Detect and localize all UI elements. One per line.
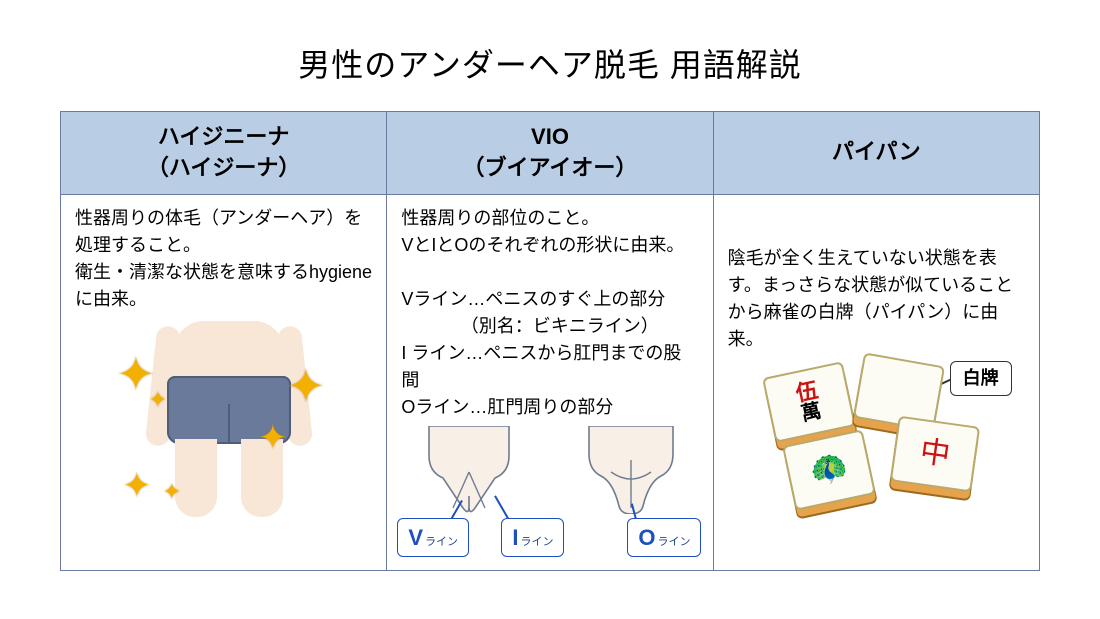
sparkle-icon: ✦ [287,363,326,409]
col-header-vio: VIO （ブイアイオー） [387,112,713,195]
vio-illustration: Vライン Iライン Oライン [401,426,701,556]
callout-label: 白牌 [950,361,1012,396]
vio-label-o: Oライン [627,518,701,557]
vio-desc: 性器周りの部位のこと。VとIとOのそれぞれの形状に由来。Vライン…ペニスのすぐ上… [401,205,698,421]
paipan-desc: 陰毛が全く生えていない状態を表す。まっさらな状態が似ていることから麻雀の白牌（パ… [728,245,1025,353]
cell-hygiene: 性器周りの体毛（アンダーヘア）を処理すること。 衛生・清潔な状態を意味するhyg… [61,194,387,570]
page: 男性のアンダーヘア脱毛 用語解説 ハイジニーナ （ハイジーナ） VIO （ブイア… [0,0,1100,619]
page-title: 男性のアンダーヘア脱毛 用語解説 [60,40,1040,86]
table-header-row: ハイジニーナ （ハイジーナ） VIO （ブイアイオー） パイパン [61,112,1040,195]
sparkle-icon: ✦ [149,389,167,411]
body-front-icon [409,426,529,514]
sparkle-icon: ✦ [163,481,181,503]
vio-label-v: Vライン [397,518,469,557]
header-main: パイパン [832,139,921,164]
header-main: VIO [531,124,569,149]
hygiene-desc: 性器周りの体毛（アンダーヘア）を処理すること。 衛生・清潔な状態を意味するhyg… [75,205,372,313]
col-header-paipan: パイパン [713,112,1039,195]
col-header-hygiene: ハイジニーナ （ハイジーナ） [61,112,387,195]
sparkle-icon: ✦ [123,469,152,503]
header-sub: （ブイアイオー） [393,153,706,184]
mahjong-tile: 伍萬 [762,361,856,443]
torso-leg-left [175,439,217,517]
mahjong-tile: 🦚 [782,429,876,511]
mahjong-illustration: 白牌 伍萬 中 🦚 [728,359,1028,519]
table-body-row: 性器周りの体毛（アンダーヘア）を処理すること。 衛生・清潔な状態を意味するhyg… [61,194,1040,570]
mahjong-tile: 中 [889,416,979,493]
glossary-table: ハイジニーナ （ハイジーナ） VIO （ブイアイオー） パイパン 性器周りの体毛… [60,111,1040,571]
body-back-icon [571,426,691,514]
cell-vio: 性器周りの部位のこと。VとIとOのそれぞれの形状に由来。Vライン…ペニスのすぐ上… [387,194,713,570]
cell-paipan: 陰毛が全く生えていない状態を表す。まっさらな状態が似ていることから麻雀の白牌（パ… [713,194,1039,570]
header-sub: （ハイジーナ） [67,153,380,184]
sparkle-icon: ✦ [259,421,288,455]
vio-label-i: Iライン [501,518,564,557]
header-main: ハイジニーナ [158,124,290,149]
hygiene-illustration: ✦ ✦ ✦ ✦ ✦ ✦ [109,321,339,516]
